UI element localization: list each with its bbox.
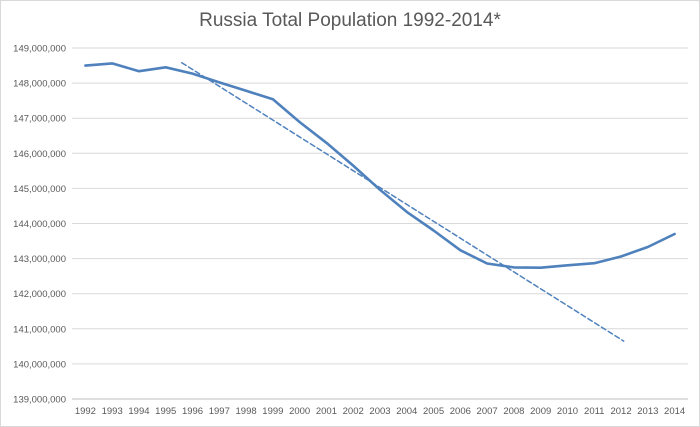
- x-tick-label: 2007: [477, 406, 498, 417]
- series-lines: [84, 61, 676, 342]
- x-tick-label: 2006: [450, 406, 471, 417]
- x-axis-ticks: 1992 1993 1994 1995 1996 1997 1998 1999 2000 2001…: [75, 406, 685, 417]
- y-tick-label: 143,000,000: [13, 254, 66, 265]
- y-tick-label: 145,000,000: [13, 184, 66, 195]
- chart-title: Russia Total Population 1992-2014*: [199, 10, 501, 31]
- y-tick-label: 144,000,000: [13, 219, 66, 230]
- y-tick-label: 149,000,000: [13, 44, 66, 55]
- x-tick-label: 2003: [369, 406, 390, 417]
- y-tick-label: 148,000,000: [13, 79, 66, 90]
- y-tick-label: 139,000,000: [13, 395, 66, 406]
- x-tick-label: 2010: [557, 406, 578, 417]
- trendline: [181, 61, 625, 342]
- y-tick-label: 141,000,000: [13, 324, 66, 335]
- gridlines: [72, 47, 688, 400]
- x-tick-label: 2012: [610, 406, 631, 417]
- x-tick-label: 2004: [396, 406, 417, 417]
- y-tick-label: 147,000,000: [13, 114, 66, 125]
- x-tick-label: 2014: [664, 406, 685, 417]
- x-tick-label: 2008: [503, 406, 524, 417]
- y-tick-label: 140,000,000: [13, 359, 66, 370]
- x-tick-label: 2002: [343, 406, 364, 417]
- x-tick-label: 1996: [182, 406, 203, 417]
- x-tick-label: 1999: [262, 406, 283, 417]
- population-line: [84, 62, 676, 270]
- x-tick-label: 2011: [584, 406, 604, 417]
- x-tick-label: 2000: [289, 406, 310, 417]
- y-axis-ticks: 139,000,000 140,000,000 141,000,000 142,000…: [13, 44, 66, 406]
- x-tick-label: 2005: [423, 406, 444, 417]
- y-tick-label: 142,000,000: [13, 289, 66, 300]
- x-tick-label: 2009: [530, 406, 551, 417]
- x-tick-label: 1995: [155, 406, 176, 417]
- x-tick-label: 1993: [102, 406, 123, 417]
- x-tick-label: 2013: [637, 406, 658, 417]
- x-tick-label: 1997: [209, 406, 230, 417]
- x-tick-label: 2001: [316, 406, 337, 417]
- x-tick-label: 1992: [75, 406, 96, 417]
- y-tick-label: 146,000,000: [13, 149, 66, 160]
- x-tick-label: 1998: [236, 406, 257, 417]
- x-tick-label: 1994: [128, 406, 149, 417]
